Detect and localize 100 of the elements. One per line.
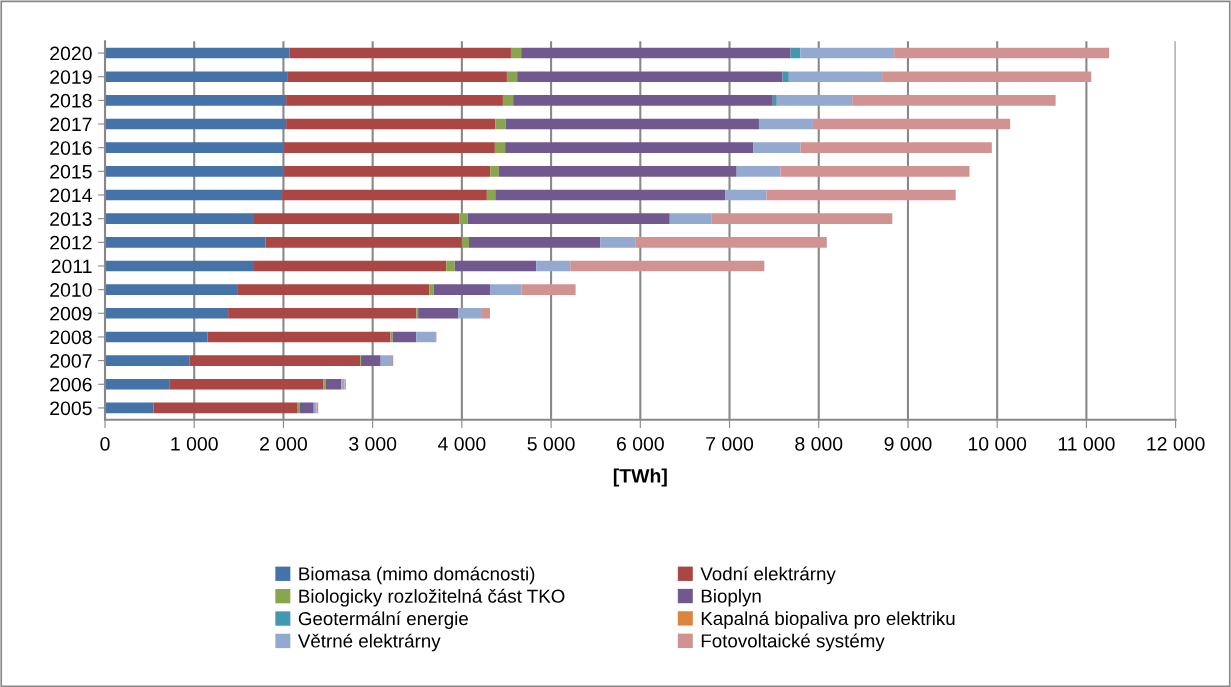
bar xyxy=(390,355,394,366)
bar xyxy=(416,331,436,343)
bar xyxy=(513,95,773,106)
bar xyxy=(481,307,490,319)
y-tick-label: 2011 xyxy=(51,259,92,274)
bar xyxy=(105,166,284,177)
y-tick-label: 2005 xyxy=(50,401,92,416)
bar xyxy=(725,189,767,201)
x-tick-label: 5 000 xyxy=(527,436,575,451)
bar xyxy=(736,166,781,177)
x-tick-label: 7 000 xyxy=(706,436,754,451)
bar xyxy=(237,284,430,295)
legend-label: Geotermální energie xyxy=(298,611,468,629)
bar xyxy=(429,284,434,295)
bar xyxy=(286,118,496,130)
bar xyxy=(894,47,1110,59)
bar xyxy=(323,378,326,390)
legend-label: Kapalná biopaliva pro elektriku xyxy=(701,611,955,629)
bar xyxy=(469,236,601,248)
bar xyxy=(433,284,490,295)
bar xyxy=(495,189,726,201)
bar xyxy=(105,260,254,272)
bar xyxy=(882,71,1092,83)
bar xyxy=(105,213,254,224)
bar xyxy=(283,166,491,177)
bar xyxy=(776,95,853,106)
bar xyxy=(782,71,789,83)
bar xyxy=(361,355,381,366)
bar xyxy=(265,236,462,248)
bar xyxy=(490,166,499,177)
bar xyxy=(105,95,287,106)
bar xyxy=(711,213,893,224)
bar xyxy=(254,213,460,224)
bar xyxy=(105,378,170,390)
bar xyxy=(105,71,288,83)
bar xyxy=(758,118,813,130)
bar xyxy=(390,331,393,343)
x-tick-label: 8 000 xyxy=(795,436,843,451)
bar xyxy=(105,331,208,343)
y-tick-label: 2010 xyxy=(50,283,92,297)
bar xyxy=(461,236,470,248)
bar xyxy=(418,307,459,319)
bar xyxy=(498,166,737,177)
legend-label: Biologicky rozložitelná část TKO xyxy=(299,588,565,607)
y-tick-label: 2014 xyxy=(50,188,92,203)
bar xyxy=(458,307,482,319)
legend-label: Vodní elektrárny xyxy=(700,566,836,585)
x-tick-label: 3 000 xyxy=(349,436,397,451)
bar xyxy=(521,47,791,59)
bar xyxy=(510,47,522,59)
bar xyxy=(494,142,506,154)
bar xyxy=(506,71,518,83)
x-tick-label: 0 xyxy=(100,436,110,451)
bar xyxy=(105,236,266,248)
bar xyxy=(505,142,754,154)
bar xyxy=(105,189,283,201)
bar xyxy=(228,307,417,319)
bar xyxy=(600,236,636,248)
y-tick-label: 2006 xyxy=(50,377,92,392)
bar xyxy=(446,260,455,272)
y-tick-label: 2020 xyxy=(50,46,92,61)
bar xyxy=(780,166,970,177)
bar xyxy=(169,378,324,390)
bar xyxy=(570,260,765,272)
bar xyxy=(105,284,238,295)
bar xyxy=(299,402,314,414)
bar xyxy=(502,95,514,106)
legend-label: Fotovoltaické systémy xyxy=(701,633,885,652)
y-tick-label: 2008 xyxy=(50,330,92,345)
bar xyxy=(286,95,503,106)
y-tick-label: 2015 xyxy=(50,164,92,179)
bar xyxy=(282,189,487,201)
bar xyxy=(105,307,229,319)
x-tick-label: 1 000 xyxy=(171,436,218,451)
bar xyxy=(766,189,956,201)
bar xyxy=(788,71,883,83)
x-tick-label: 11 000 xyxy=(1058,436,1115,451)
x-tick-label: 2 000 xyxy=(260,436,308,451)
bar xyxy=(325,378,342,390)
y-tick-label: 2012 xyxy=(50,235,92,250)
y-tick-label: 2016 xyxy=(50,141,92,155)
bar xyxy=(635,236,827,248)
bar xyxy=(189,355,361,366)
bar xyxy=(153,402,298,414)
bar xyxy=(254,260,447,272)
y-tick-label: 2009 xyxy=(50,306,92,321)
y-tick-label: 2017 xyxy=(50,117,92,132)
bar xyxy=(505,118,759,130)
bar xyxy=(105,355,190,366)
x-tick-label: 4 000 xyxy=(437,436,486,451)
bar xyxy=(812,118,1011,130)
bar xyxy=(800,47,895,59)
legend-label: Bioplyn xyxy=(701,588,761,607)
bar xyxy=(521,284,576,295)
bar xyxy=(459,213,468,224)
bar xyxy=(287,71,507,83)
y-tick-label: 2018 xyxy=(50,93,92,108)
bar xyxy=(669,213,712,224)
legend-label: Biomasa (mimo domácnosti) xyxy=(299,566,535,585)
y-tick-label: 2013 xyxy=(50,212,92,226)
